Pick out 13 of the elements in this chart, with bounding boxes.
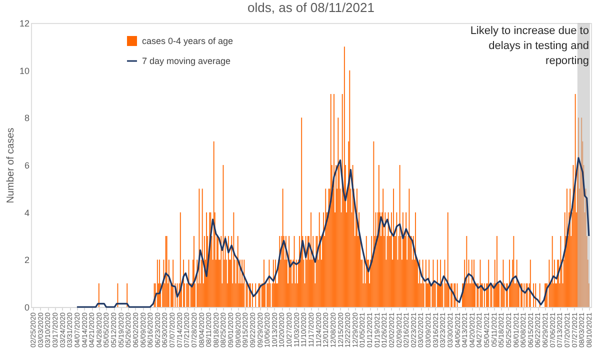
- y-tick-label: 2: [24, 255, 30, 266]
- y-tick-label: 10: [19, 66, 30, 76]
- y-tick-label: 4: [24, 208, 30, 218]
- legend-label: 7 day moving average: [142, 56, 231, 66]
- y-tick-label: 8: [24, 113, 30, 124]
- y-tick-label: 0: [24, 302, 30, 312]
- band-label: Likely to increase due to delays in testing and reporting: [470, 25, 589, 67]
- legend-label: cases 0-4 years of age: [142, 36, 234, 46]
- y-tick-label: 6: [24, 160, 30, 170]
- y-tick-label: 12: [19, 18, 30, 28]
- y-axis-title: Number of cases: [5, 128, 16, 204]
- chart-title: olds, as of 08/11/2021: [248, 0, 374, 15]
- line-series: [76, 157, 590, 308]
